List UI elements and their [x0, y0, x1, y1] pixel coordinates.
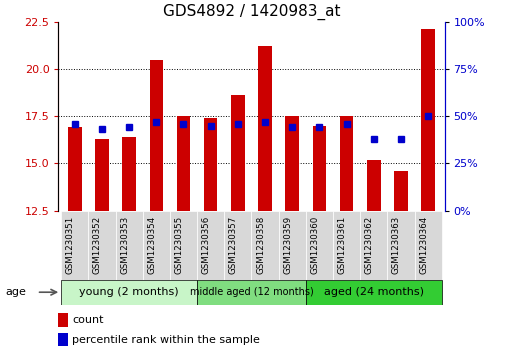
Bar [143, 211, 170, 280]
Text: GSM1230355: GSM1230355 [174, 216, 183, 274]
Bar [285, 116, 299, 211]
Bar [258, 46, 272, 211]
Text: GSM1230361: GSM1230361 [338, 216, 346, 274]
Bar [312, 126, 326, 211]
Bar [306, 211, 333, 280]
Bar [415, 211, 442, 280]
Bar [58, 313, 68, 327]
Bar [306, 280, 442, 305]
Bar [122, 137, 136, 211]
Text: GSM1230352: GSM1230352 [93, 216, 102, 274]
Text: age: age [5, 287, 26, 297]
Bar [177, 116, 190, 211]
Bar [170, 211, 197, 280]
Text: GSM1230360: GSM1230360 [310, 216, 320, 274]
Bar [204, 118, 217, 211]
Bar [61, 211, 88, 280]
Bar [388, 211, 415, 280]
Bar [88, 211, 115, 280]
Text: GSM1230354: GSM1230354 [147, 216, 156, 274]
Text: GSM1230356: GSM1230356 [202, 216, 211, 274]
Bar [115, 211, 143, 280]
Text: GSM1230363: GSM1230363 [392, 216, 401, 274]
Bar [95, 139, 109, 211]
Bar [231, 95, 245, 211]
Bar [251, 211, 279, 280]
Bar [333, 211, 360, 280]
Bar [68, 127, 81, 211]
Text: GSM1230353: GSM1230353 [120, 216, 129, 274]
Text: count: count [72, 315, 104, 325]
Text: young (2 months): young (2 months) [79, 287, 179, 297]
Bar [197, 280, 306, 305]
Text: GSM1230364: GSM1230364 [419, 216, 428, 274]
Bar [340, 116, 354, 211]
Text: GSM1230359: GSM1230359 [283, 216, 292, 274]
Text: GSM1230358: GSM1230358 [256, 216, 265, 274]
Text: percentile rank within the sample: percentile rank within the sample [72, 335, 260, 345]
Bar [224, 211, 251, 280]
Bar [360, 211, 388, 280]
Bar [422, 29, 435, 211]
Bar [149, 60, 163, 211]
Bar [61, 280, 197, 305]
Bar [367, 160, 380, 211]
Text: GSM1230362: GSM1230362 [365, 216, 374, 274]
Bar [197, 211, 224, 280]
Text: GSM1230351: GSM1230351 [66, 216, 75, 274]
Bar [58, 333, 68, 346]
Bar [279, 211, 306, 280]
Text: middle aged (12 months): middle aged (12 months) [189, 287, 313, 297]
Text: aged (24 months): aged (24 months) [324, 287, 424, 297]
Bar [394, 171, 408, 211]
Text: GSM1230357: GSM1230357 [229, 216, 238, 274]
Title: GDS4892 / 1420983_at: GDS4892 / 1420983_at [163, 4, 340, 20]
